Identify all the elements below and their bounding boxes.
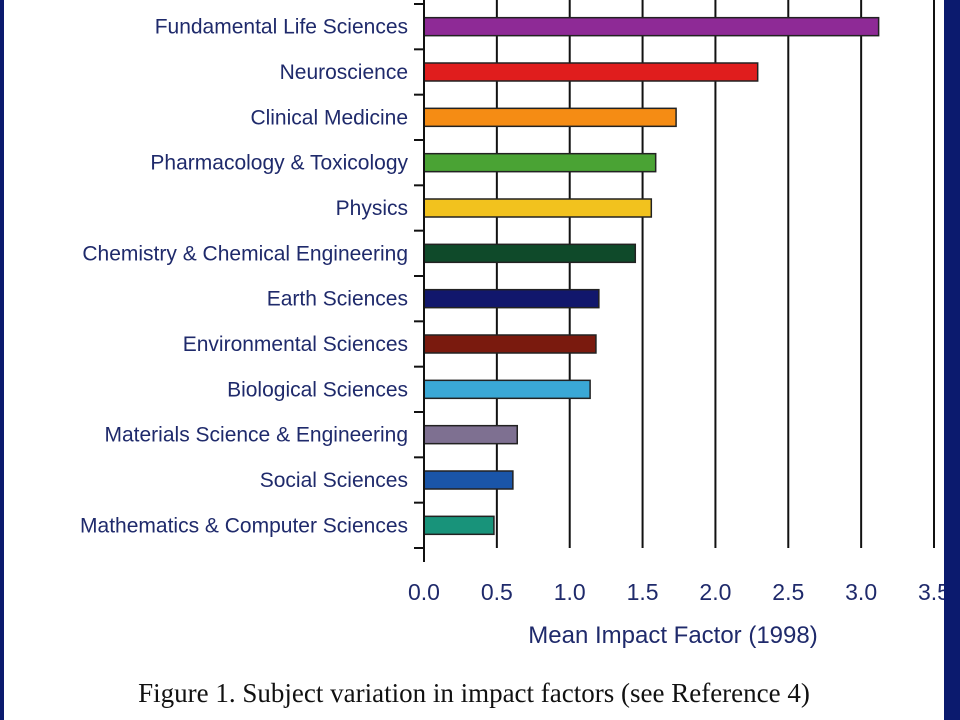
- figure-caption: Figure 1. Subject variation in impact fa…: [138, 678, 810, 708]
- bars: [423, 16, 880, 536]
- category-label-3: Pharmacology & Toxicology: [150, 152, 408, 175]
- category-label-9: Materials Science & Engineering: [105, 424, 409, 447]
- bar-10: [423, 470, 514, 490]
- x-tick-label-7: 3.5: [918, 579, 944, 605]
- bar-chart: Fundamental Life Sciences Neuroscience Cli…: [80, 0, 944, 649]
- category-label-4: Physics: [336, 197, 408, 220]
- category-label-1: Neuroscience: [280, 61, 408, 84]
- category-label-2: Clinical Medicine: [250, 106, 408, 129]
- x-tick-label-0: 0.0: [408, 579, 440, 605]
- category-label-7: Environmental Sciences: [183, 333, 408, 356]
- category-label-11: Mathematics & Computer Sciences: [80, 514, 408, 537]
- x-tick-label-6: 3.0: [845, 579, 877, 605]
- x-tick-label-1: 0.5: [481, 579, 513, 605]
- category-label-8: Biological Sciences: [227, 378, 408, 401]
- bar-3: [423, 152, 657, 173]
- x-tick-label-3: 1.5: [627, 579, 659, 605]
- x-tick-label-2: 1.0: [554, 579, 586, 605]
- axes: [414, 0, 425, 562]
- bar-6: [423, 288, 600, 309]
- slide-panel: Fundamental Life Sciences Neuroscience Cli…: [4, 0, 944, 720]
- x-tick-labels: 0.0 0.5 1.0 1.5 2.0 2.5 3.0 3.5: [408, 579, 944, 605]
- category-label-0: Fundamental Life Sciences: [155, 16, 408, 39]
- bar-11: [423, 515, 495, 536]
- x-axis-title: Mean Impact Factor (1998): [528, 622, 817, 649]
- category-label-6: Earth Sciences: [267, 288, 408, 311]
- bar-1: [423, 62, 759, 82]
- x-tick-label-4: 2.0: [699, 579, 731, 605]
- bar-5: [423, 243, 637, 264]
- bar-0: [423, 16, 880, 37]
- x-tick-label-5: 2.5: [772, 579, 804, 605]
- category-label-5: Chemistry & Chemical Engineering: [82, 242, 408, 265]
- bar-8: [423, 379, 591, 400]
- bar-4: [423, 198, 653, 218]
- category-label-10: Social Sciences: [260, 469, 408, 492]
- bar-9: [423, 424, 519, 445]
- bar-7: [423, 334, 597, 354]
- category-labels: Fundamental Life Sciences Neuroscience Cli…: [80, 16, 408, 538]
- bar-2: [423, 107, 677, 128]
- gridlines: [495, 0, 935, 548]
